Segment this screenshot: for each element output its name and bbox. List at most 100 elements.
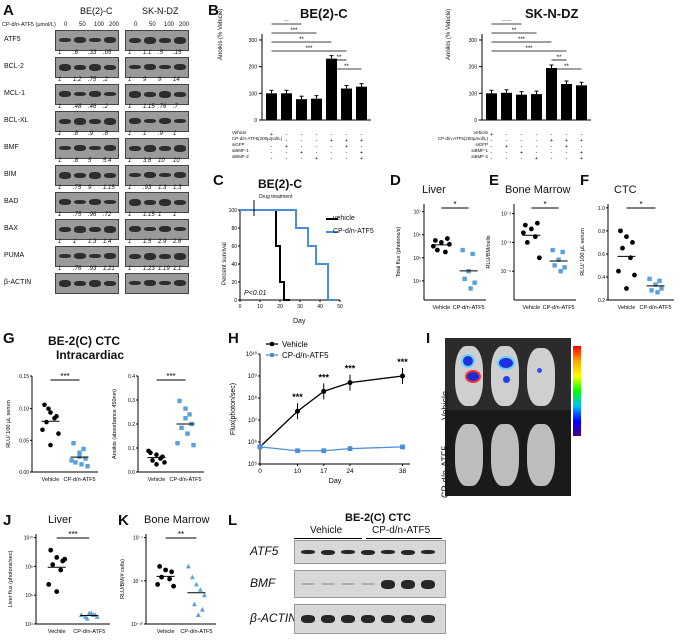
b-table-cell: -	[271, 144, 273, 150]
h-legend-label: Vehicle	[282, 340, 308, 349]
l-row-label: BMF	[250, 576, 276, 590]
blot-band	[89, 226, 101, 232]
l-group-line-1	[294, 538, 362, 539]
l-blot-band	[401, 615, 415, 623]
g-point-vehicle	[150, 458, 155, 463]
blot-band	[104, 225, 116, 233]
dp-point-treated	[472, 280, 477, 285]
blot-band	[89, 199, 101, 205]
g-ylabel: Anoikis (absorbance 450nm)	[112, 389, 118, 459]
dp-cat-label: Vehicle	[618, 305, 636, 311]
b-table-cell: -	[346, 150, 348, 156]
c-series-line	[240, 209, 336, 301]
blot-quant: 1.15	[103, 185, 115, 191]
b-table-cell: +	[300, 150, 303, 156]
b-bar	[546, 68, 557, 120]
blot-band	[59, 91, 71, 97]
blot-band	[59, 171, 71, 179]
dp-ytick-label: 10⁵	[413, 256, 421, 262]
g-ytick-label: 0.10	[19, 407, 29, 413]
g-point-treated	[73, 460, 78, 465]
blot-quant: 1	[158, 212, 162, 218]
b-bar	[501, 92, 512, 120]
i-row-label-2: CP-d/n-ATF5	[440, 445, 450, 498]
b-bar	[326, 58, 337, 120]
c-legend-2: CP-d/n-ATF5	[333, 228, 374, 235]
blot-band	[174, 119, 186, 123]
panel-k-chart: 10⁻⁷ 10⁻⁸ 10⁻¹⁰ ** Vehicle CP-d/n-ATF5 RLU/BM(…	[120, 530, 216, 635]
blot-band	[74, 280, 86, 286]
blot-quant: 10	[173, 158, 180, 164]
blot-strip	[55, 192, 119, 213]
blot-band	[59, 279, 71, 287]
blot-quant: 1	[173, 131, 177, 137]
h-ytick-label: 10⁸	[248, 395, 258, 402]
blot-quant: 9	[143, 77, 147, 83]
b-table-cell: -	[566, 132, 568, 138]
dp-point-vehicle	[54, 589, 60, 594]
blot-row-label: BMF	[4, 144, 19, 151]
dp-point-treated	[202, 592, 207, 598]
bioluminescence-image	[445, 338, 571, 496]
dp-point-treated	[657, 278, 662, 283]
b-table-cell: +	[580, 138, 583, 144]
blot-quant: 1	[58, 212, 62, 218]
dp-ytick-label: 0.2	[598, 298, 605, 304]
dp-ytick-label: 10⁻²	[501, 212, 511, 218]
b-table-cell: -	[536, 138, 538, 144]
h-point-treated	[295, 448, 300, 454]
blot-band	[144, 172, 156, 178]
blot-quant: 1	[128, 50, 132, 56]
l-blot-band	[301, 615, 315, 623]
blot-quant: .76	[73, 266, 82, 272]
blot-band	[104, 280, 116, 286]
b-sig-label: ****	[502, 20, 512, 25]
dp-point-treated	[462, 276, 467, 282]
blot-quant: 1	[173, 212, 177, 218]
blot-row-label: BCL-XL	[4, 117, 29, 124]
c-xtick-label: 10	[257, 304, 263, 310]
dp-point-treated	[196, 612, 201, 617]
b-sig-label: ***	[290, 28, 298, 34]
dp-point-treated	[556, 257, 561, 262]
dp-point-treated	[550, 247, 555, 253]
blot-band	[129, 145, 141, 151]
blot-band	[144, 91, 156, 97]
h-ylabel: Flux(photon/sec)	[230, 383, 237, 435]
blot-band	[129, 198, 141, 206]
blot-band	[159, 281, 171, 285]
blot-band	[174, 144, 186, 152]
l-blot-strip	[294, 540, 446, 564]
b-table-cell: -	[536, 144, 538, 150]
b-table-cell: -	[581, 144, 583, 150]
l-blot-band	[301, 583, 315, 585]
blot-row-label: BAX	[4, 225, 19, 232]
b-table-cell: +	[360, 150, 363, 156]
h-legend-marker	[270, 353, 274, 357]
blot-row-label: PUMA	[4, 252, 25, 259]
blot-strip	[55, 165, 119, 186]
g-point-treated	[187, 412, 192, 417]
blot-band	[74, 117, 86, 125]
blot-quant: 9	[88, 185, 92, 191]
b-bar	[516, 94, 527, 120]
dp-cat-label: CP-d/n-ATF5	[453, 305, 485, 311]
blot-quant: 1	[128, 104, 132, 110]
l-blot-band	[401, 579, 415, 589]
blot-strip	[125, 84, 189, 105]
dp-ylabel: Liver flux (photons/sec)	[8, 550, 14, 607]
l-blot-band	[381, 550, 395, 554]
b-row-label: CP-d/n-ATF5(200μmol/L)	[232, 136, 283, 141]
h-point-treated	[400, 444, 405, 450]
color-scale-bar	[573, 346, 581, 436]
blot-band	[59, 254, 71, 258]
dp-point-vehicle	[438, 240, 444, 245]
dp-point-vehicle	[624, 234, 629, 240]
b-table-cell: -	[286, 138, 288, 144]
blot-band	[129, 226, 141, 232]
blot-band	[144, 144, 156, 152]
b-right-title: SK-N-DZ	[525, 6, 579, 21]
blot-quant: 14	[173, 77, 180, 83]
dp-point-vehicle	[155, 582, 160, 587]
blot-quant: 1.19	[158, 266, 170, 272]
